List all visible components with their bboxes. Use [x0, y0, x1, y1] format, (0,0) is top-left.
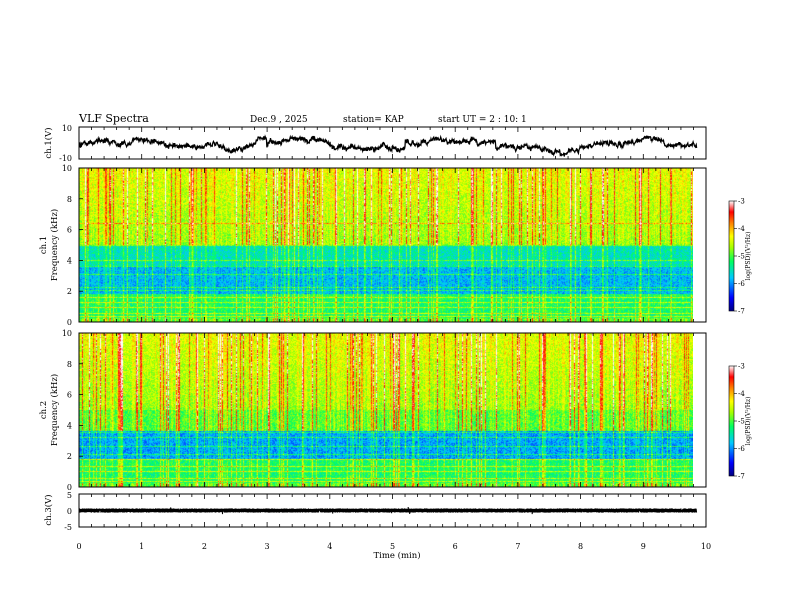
time-tick-label: 0 [76, 542, 81, 551]
ch3-ytick-bottom: -5 [64, 523, 72, 532]
ch1-ytick-top: 10 [62, 124, 72, 133]
colorbar-tick-label: -3 [738, 198, 745, 206]
time-tick-label: 5 [390, 542, 395, 551]
frequency-tick-label: 8 [67, 360, 72, 369]
ch1-spectrogram-time-ticks [78, 168, 707, 322]
frequency-tick-label: 2 [67, 452, 72, 461]
ch1-colorbar-label: log(PSD)(V²/Hz) [745, 232, 752, 281]
ch1-spectrogram-yticks: 0 2 4 6 8 10 [62, 164, 83, 327]
ch2-colorbar-label: log(PSD)(V²/Hz) [745, 397, 752, 446]
header-station: station= KAP [343, 115, 404, 125]
ch1-spectrogram-ylabel-frequency: Frequency (kHz) [49, 209, 60, 281]
time-tick-label: 9 [641, 542, 646, 551]
ch2-spectrogram-ylabel-channel: ch.2 [39, 401, 49, 419]
ch3-time-ticks [78, 494, 707, 527]
ch1-series-line [79, 134, 698, 157]
ch1-ytick-bottom: -10 [59, 154, 72, 163]
frequency-tick-label: 4 [67, 421, 72, 430]
frequency-tick-label: 6 [67, 226, 72, 235]
frequency-tick-label: 2 [67, 287, 72, 296]
frequency-tick-label: 0 [67, 483, 72, 492]
colorbar-tick-label: -5 [738, 418, 745, 426]
ch1-colorbar-scale [728, 200, 735, 312]
colorbar-tick-label: -4 [738, 225, 745, 233]
colorbar-tick-label: -6 [738, 280, 745, 288]
frequency-tick-label: 6 [67, 391, 72, 400]
time-tick-label: 2 [202, 542, 207, 551]
ch3-series-line [79, 506, 698, 515]
ch1-spectrogram-ylabel-channel: ch.1 [39, 236, 49, 254]
chart-title: VLF Spectra [78, 112, 149, 125]
time-tick-label: 10 [701, 542, 711, 551]
ch3-waveform-panel: 5 0 -5 ch.3(V) [43, 491, 707, 532]
ch2-spectrogram-heatmap [79, 333, 693, 487]
time-tick-label: 8 [578, 542, 583, 551]
frequency-tick-label: 4 [67, 256, 72, 265]
ch1-spectrogram-heatmap [79, 168, 693, 322]
frequency-tick-label: 10 [62, 329, 72, 338]
frequency-tick-label: 10 [62, 164, 72, 173]
time-axis-label: Time (min) [373, 550, 420, 561]
frequency-tick-label: 8 [67, 195, 72, 204]
ch2-colorbar: -3 -4 -5 -6 -7 log(PSD)(V²/Hz) [728, 363, 752, 481]
ch3-ytick-top: 5 [67, 491, 72, 500]
colorbar-tick-label: -4 [738, 390, 745, 398]
ch1-colorbar-ticks: -3 -4 -5 -6 -7 [734, 198, 745, 316]
time-axis-tick-labels: 0 1 2 3 4 5 6 7 8 9 10 [76, 542, 711, 551]
colorbar-tick-label: -7 [738, 473, 745, 481]
ch3-waveform-ylabel: ch.3(V) [43, 494, 54, 525]
ch2-spectrogram-yticks: 0 2 4 6 8 10 [62, 329, 83, 492]
colorbar-tick-label: -6 [738, 445, 745, 453]
ch2-colorbar-ticks: -3 -4 -5 -6 -7 [734, 363, 745, 481]
time-tick-label: 6 [453, 542, 458, 551]
time-tick-label: 7 [515, 542, 520, 551]
colorbar-tick-label: -3 [738, 363, 745, 371]
ch1-waveform-ylabel: ch.1(V) [43, 127, 54, 158]
ch1-time-ticks [78, 127, 707, 159]
ch2-spectrogram-ylabel-frequency: Frequency (kHz) [49, 374, 60, 446]
time-tick-label: 4 [327, 542, 332, 551]
time-tick-label: 1 [139, 542, 144, 551]
time-tick-label: 3 [265, 542, 270, 551]
ch1-waveform-panel: 10 -10 ch.1(V) [43, 124, 707, 163]
header-start-ut: start UT = 2 : 10: 1 [438, 115, 527, 125]
frequency-tick-label: 0 [67, 318, 72, 327]
ch2-spectrogram-panel: 0 2 4 6 8 10 ch.2 Frequency (kHz) [39, 329, 707, 492]
ch1-spectrogram-panel: 0 2 4 6 8 10 ch.1 Frequency (kHz) [39, 164, 707, 327]
ch1-colorbar: -3 -4 -5 -6 -7 log(PSD)(V²/Hz) [728, 198, 752, 316]
ch2-colorbar-scale [728, 365, 735, 477]
colorbar-tick-label: -7 [738, 308, 745, 316]
ch3-ytick-middle: 0 [67, 507, 72, 516]
colorbar-tick-label: -5 [738, 253, 745, 261]
ch2-spectrogram-time-ticks [78, 333, 707, 487]
header-date: Dec.9 , 2025 [250, 115, 308, 125]
